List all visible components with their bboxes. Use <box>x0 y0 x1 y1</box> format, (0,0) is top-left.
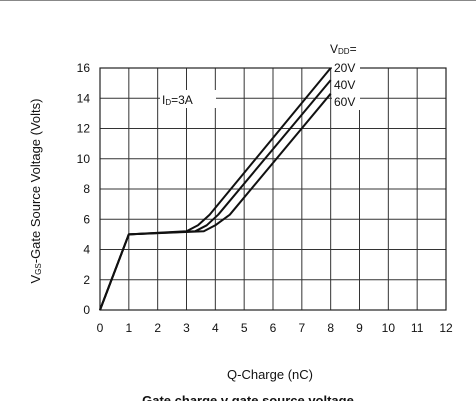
x-tick-label-5: 5 <box>241 321 248 335</box>
y-tick-label-4: 4 <box>83 243 90 257</box>
condition-label: ID=3A <box>162 93 193 107</box>
x-tick-label-0: 0 <box>97 321 104 335</box>
x-tick-label-3: 3 <box>183 321 190 335</box>
y-tick-label-16: 16 <box>77 61 91 75</box>
x-tick-label-12: 12 <box>439 321 453 335</box>
y-tick-label-14: 14 <box>77 91 91 105</box>
legend-labels: 20V 40V 60V <box>332 60 360 110</box>
y-tick-label-8: 8 <box>83 182 90 196</box>
x-tick-label-2: 2 <box>154 321 161 335</box>
y-tick-label-0: 0 <box>83 303 90 317</box>
x-tick-label-6: 6 <box>270 321 277 335</box>
y-tick-label-6: 6 <box>83 212 90 226</box>
x-tick-label-9: 9 <box>356 321 363 335</box>
y-tick-label-10: 10 <box>77 152 91 166</box>
y-tick-label-12: 12 <box>77 122 91 136</box>
grid <box>99 67 447 311</box>
x-tick-label-11: 11 <box>411 321 424 335</box>
x-tick-label-10: 10 <box>382 321 396 335</box>
y-axis-label: VGS-Gate Source Voltage (Volts) <box>28 99 43 284</box>
x-tick-label-4: 4 <box>212 321 219 335</box>
legend-label-40v: 40V <box>334 78 355 92</box>
chart-caption: Gate charge v gate source voltage <box>142 393 354 401</box>
legend-label-20v: 20V <box>334 61 355 75</box>
legend-title: VDD= <box>330 42 357 56</box>
legend-label-bg <box>332 60 360 110</box>
y-tick-label-2: 2 <box>83 273 90 287</box>
x-axis-label: Q-Charge (nC) <box>227 367 313 382</box>
x-tick-label-1: 1 <box>125 321 132 335</box>
series-line-60v <box>99 93 332 311</box>
plot-frame <box>99 67 447 311</box>
x-tick-label-8: 8 <box>327 321 334 335</box>
series-group <box>99 67 332 311</box>
condition-label-bg <box>160 90 216 108</box>
x-tick-label-7: 7 <box>298 321 305 335</box>
legend-label-60v: 60V <box>334 95 355 109</box>
